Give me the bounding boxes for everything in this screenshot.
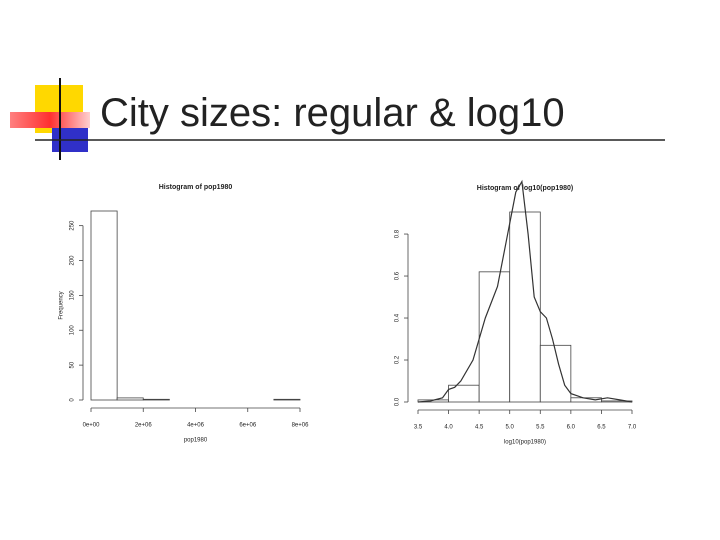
bar bbox=[90, 210, 118, 401]
chart-title: Histogram of log10(pop1980) bbox=[477, 185, 573, 192]
x-tick-label: 0e+00 bbox=[83, 423, 101, 429]
y-tick-label: 0.4 bbox=[395, 313, 401, 322]
bar bbox=[478, 271, 511, 403]
y-tick-label: 0.8 bbox=[395, 229, 401, 238]
y-tick-label: 50 bbox=[70, 361, 76, 368]
x-tick-label: 4.5 bbox=[475, 425, 484, 431]
deco-red bbox=[10, 112, 90, 128]
y-tick-label: 0.0 bbox=[395, 397, 401, 406]
x-axis-label: pop1980 bbox=[184, 438, 208, 444]
y-tick-label: 150 bbox=[70, 290, 76, 301]
density-line bbox=[417, 179, 633, 403]
bar bbox=[142, 398, 170, 401]
x-axis-label: log10(pop1980) bbox=[504, 440, 546, 446]
bar bbox=[509, 211, 541, 403]
x-tick-label: 8e+06 bbox=[292, 423, 310, 429]
bar bbox=[273, 398, 301, 401]
bar bbox=[116, 397, 144, 401]
x-tick-label: 6.5 bbox=[597, 425, 606, 431]
y-tick-label: 250 bbox=[70, 220, 76, 231]
slide-title: City sizes: regular & log10 bbox=[100, 91, 565, 135]
x-tick-label: 6.0 bbox=[567, 425, 576, 431]
y-axis-label: Frequency bbox=[59, 291, 65, 319]
y-tick-label: 0.2 bbox=[395, 355, 401, 364]
y-tick-label: 200 bbox=[70, 255, 76, 266]
bar bbox=[539, 344, 572, 403]
chart-title: Histogram of pop1980 bbox=[159, 184, 233, 191]
y-tick-label: 0 bbox=[70, 398, 76, 402]
y-tick-label: 100 bbox=[70, 325, 76, 336]
x-tick-label: 2e+06 bbox=[135, 423, 153, 429]
y-tick-label: 0.6 bbox=[395, 271, 401, 280]
x-tick-label: 4.0 bbox=[444, 425, 453, 431]
x-tick-label: 3.5 bbox=[414, 425, 423, 431]
x-tick-label: 6e+06 bbox=[239, 423, 257, 429]
x-tick-label: 5.5 bbox=[536, 425, 545, 431]
x-tick-label: 4e+06 bbox=[187, 423, 205, 429]
x-tick-label: 7.0 bbox=[628, 425, 637, 431]
x-tick-label: 5.0 bbox=[506, 425, 515, 431]
